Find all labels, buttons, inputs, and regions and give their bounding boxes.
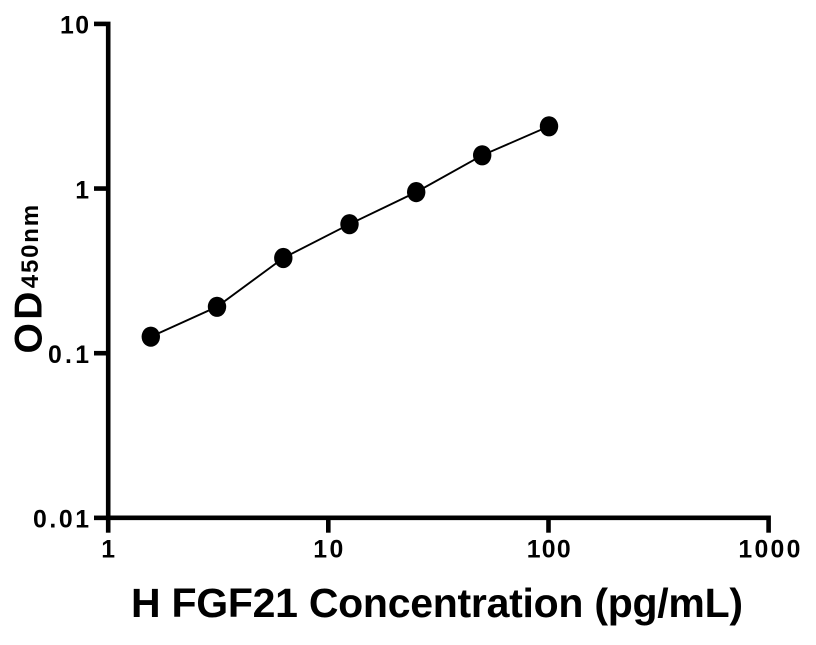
- svg-text:0.01: 0.01: [33, 507, 89, 534]
- svg-text:1: 1: [101, 536, 115, 563]
- svg-text:1: 1: [75, 177, 89, 204]
- svg-text:0.1: 0.1: [48, 342, 89, 369]
- svg-text:100: 100: [527, 536, 571, 563]
- svg-text:10: 10: [60, 13, 89, 40]
- svg-text:H FGF21 Concentration (pg/mL): H FGF21 Concentration (pg/mL): [131, 580, 743, 626]
